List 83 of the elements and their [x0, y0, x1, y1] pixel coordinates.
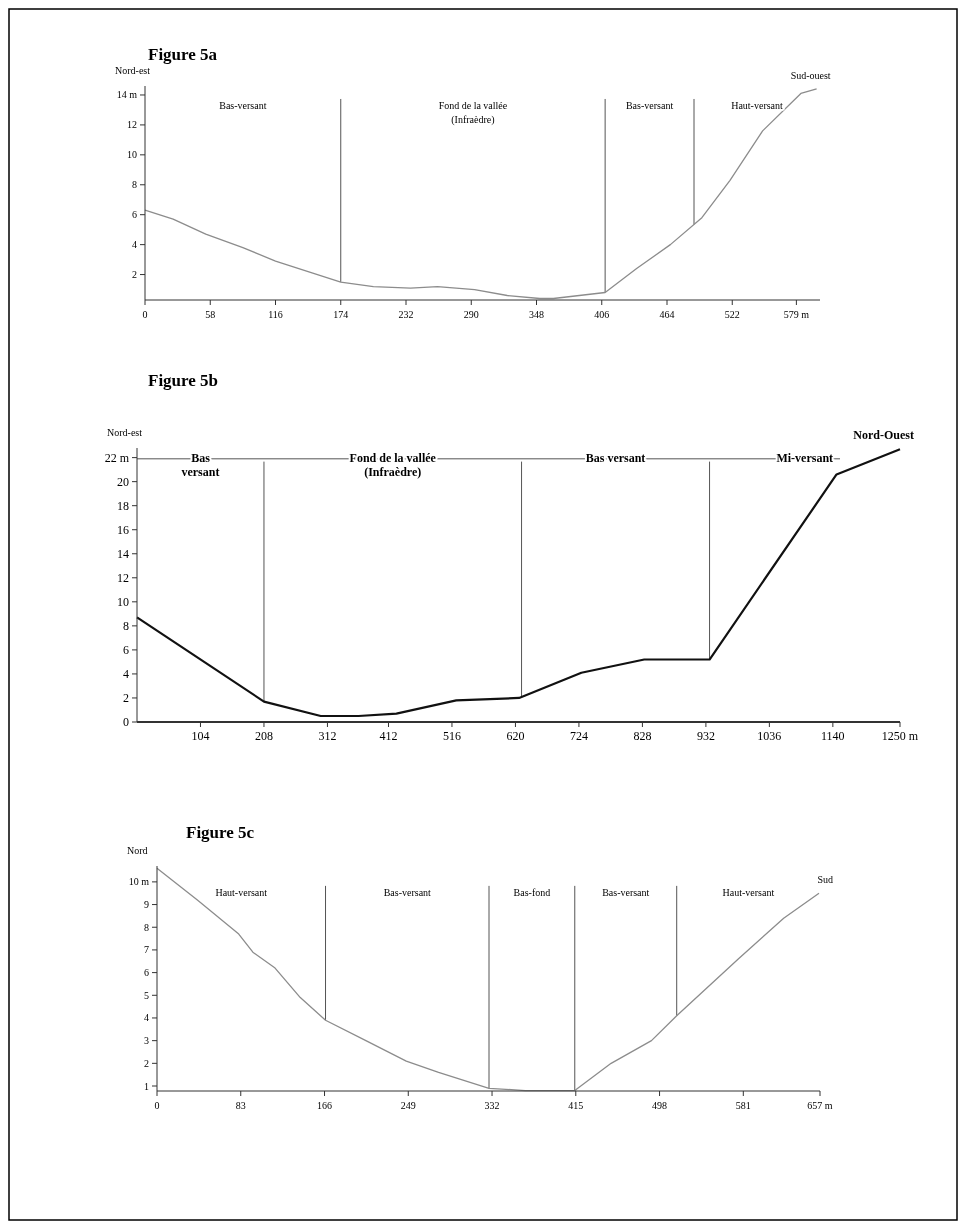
y-axis-title: Nord-est: [107, 427, 143, 438]
x-tick-label: 498: [652, 1100, 668, 1111]
annotation: Haut-versant: [215, 886, 268, 898]
annotation: Mi-versant: [776, 450, 834, 465]
x-tick-label: 1250 m: [881, 729, 919, 743]
x-tick-label: 332: [484, 1100, 500, 1111]
x-tick-label: 516: [442, 729, 461, 743]
x-tick-label: 406: [594, 309, 610, 320]
x-tick-label: 581: [735, 1100, 751, 1111]
y-tick-label: 6: [132, 209, 137, 221]
x-tick-label: 83: [235, 1100, 246, 1111]
annotation: Sud: [817, 874, 833, 886]
annotation: Bas-fond: [513, 886, 551, 898]
y-tick-label: 10 m: [128, 876, 150, 888]
x-tick-label: 828: [633, 729, 652, 743]
y-tick-label: 2: [132, 269, 137, 281]
chart-title: Figure 5b: [148, 371, 219, 390]
y-tick-label: 20: [117, 474, 129, 489]
y-tick-label: 2: [123, 691, 129, 706]
x-tick-label: 58: [205, 309, 216, 320]
annotation: Bas-versant: [602, 886, 650, 898]
y-tick-label: 6: [123, 643, 129, 658]
annotation: Nord-Ouest: [853, 428, 914, 443]
y-tick-label: 4: [132, 239, 137, 251]
y-tick-label: 12: [127, 119, 137, 131]
y-tick-label: 2: [144, 1057, 149, 1069]
y-tick-label: 16: [117, 522, 129, 537]
x-tick-label: 522: [724, 309, 740, 320]
y-tick-label: 1: [144, 1080, 149, 1092]
annotation: Fond de la vallée (Infraèdre): [438, 99, 508, 126]
x-tick-label: 657 m: [807, 1100, 833, 1111]
y-tick-label: 22 m: [104, 450, 130, 465]
y-tick-label: 8: [132, 179, 137, 191]
x-tick-label: 174: [333, 309, 349, 320]
x-tick-label: 208: [254, 729, 273, 743]
y-tick-label: 4: [144, 1012, 149, 1024]
x-tick-label: 232: [398, 309, 414, 320]
y-tick-label: 12: [117, 570, 129, 585]
x-tick-label: 348: [529, 309, 544, 320]
x-tick-label: 1140: [821, 729, 845, 743]
annotation: Bas versant: [585, 450, 646, 465]
y-tick-label: 3: [144, 1035, 149, 1047]
y-tick-label: 7: [144, 944, 149, 956]
y-axis-title: Nord-est: [115, 65, 151, 76]
x-tick-label: 104: [191, 729, 210, 743]
x-tick-label: 249: [400, 1100, 416, 1111]
annotation: Bas-versant: [219, 99, 267, 111]
y-tick-label: 14: [117, 546, 129, 561]
y-tick-label: 8: [144, 921, 149, 933]
y-tick-label: 9: [144, 899, 149, 911]
x-tick-label: 412: [379, 729, 398, 743]
annotation: Bas-versant: [383, 886, 432, 898]
y-tick-label: 6: [144, 967, 149, 979]
y-axis-title: Nord: [127, 845, 148, 856]
annotation: Haut-versant: [722, 886, 775, 898]
x-tick-label: 579 m: [783, 309, 810, 320]
annotation: Bas-versant: [625, 99, 674, 111]
y-tick-label: 18: [117, 498, 129, 513]
y-tick-label: 0: [123, 715, 129, 730]
x-tick-label: 312: [318, 729, 337, 743]
y-tick-label: 8: [123, 619, 129, 634]
x-tick-label: 290: [463, 309, 479, 320]
chart-title: Figure 5c: [186, 823, 255, 842]
annotation: Bas versant: [181, 450, 220, 479]
x-tick-label: 116: [268, 309, 283, 320]
annotation: Haut-versant: [731, 99, 784, 111]
y-tick-label: 14 m: [116, 89, 138, 101]
x-tick-label: 724: [569, 729, 588, 743]
chart-title: Figure 5a: [148, 45, 218, 64]
x-tick-label: 1036: [757, 729, 782, 743]
x-tick-label: 415: [568, 1100, 584, 1111]
x-tick-label: 464: [659, 309, 675, 320]
y-tick-label: 10: [127, 149, 137, 161]
x-tick-label: 932: [696, 729, 715, 743]
x-tick-label: 166: [317, 1100, 333, 1111]
line-series: [135, 448, 902, 718]
y-tick-label: 10: [117, 595, 129, 610]
annotation: Fond de la vallée (Infraèdre): [349, 450, 437, 479]
y-tick-label: 5: [144, 989, 149, 1001]
annotation: Sud-ouest: [790, 69, 831, 81]
y-tick-label: 4: [123, 667, 129, 682]
x-tick-label: 0: [154, 1100, 160, 1111]
x-tick-label: 620: [506, 729, 525, 743]
